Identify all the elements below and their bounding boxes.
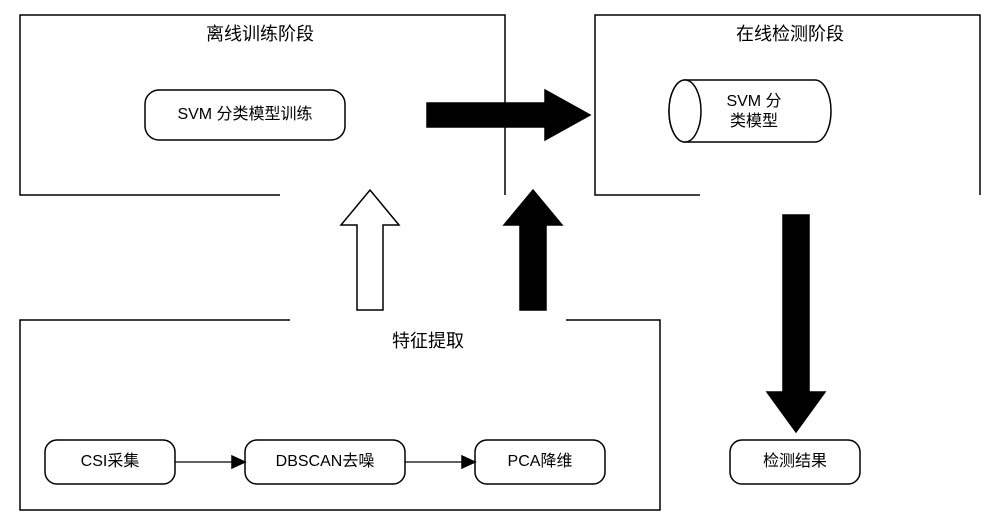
diagram: 离线训练阶段 在线检测阶段 特征提取 SVM 分类模型训练 SVM 分 类模型 … xyxy=(0,0,1000,529)
arrow-train-to-model xyxy=(427,90,590,140)
arrow-model-to-result xyxy=(767,215,825,432)
svm-train-label: SVM 分类模型训练 xyxy=(177,105,312,123)
csi-label: CSI采集 xyxy=(81,452,140,470)
result-label: 检测结果 xyxy=(763,452,827,470)
svm-model-label-1: SVM 分 xyxy=(726,92,781,110)
feature-title: 特征提取 xyxy=(392,331,464,351)
pca-label: PCA降维 xyxy=(508,452,573,470)
arrow-feature-to-model xyxy=(504,190,562,310)
arrow-csi-to-dbscan xyxy=(175,456,245,468)
online-title: 在线检测阶段 xyxy=(736,24,844,44)
svm-model-cylinder: SVM 分 类模型 xyxy=(669,80,831,142)
svm-model-label-2: 类模型 xyxy=(730,112,778,130)
arrow-feature-to-train xyxy=(341,190,399,310)
dbscan-label: DBSCAN去噪 xyxy=(276,452,375,470)
arrow-dbscan-to-pca xyxy=(405,456,475,468)
offline-title: 离线训练阶段 xyxy=(206,24,314,44)
